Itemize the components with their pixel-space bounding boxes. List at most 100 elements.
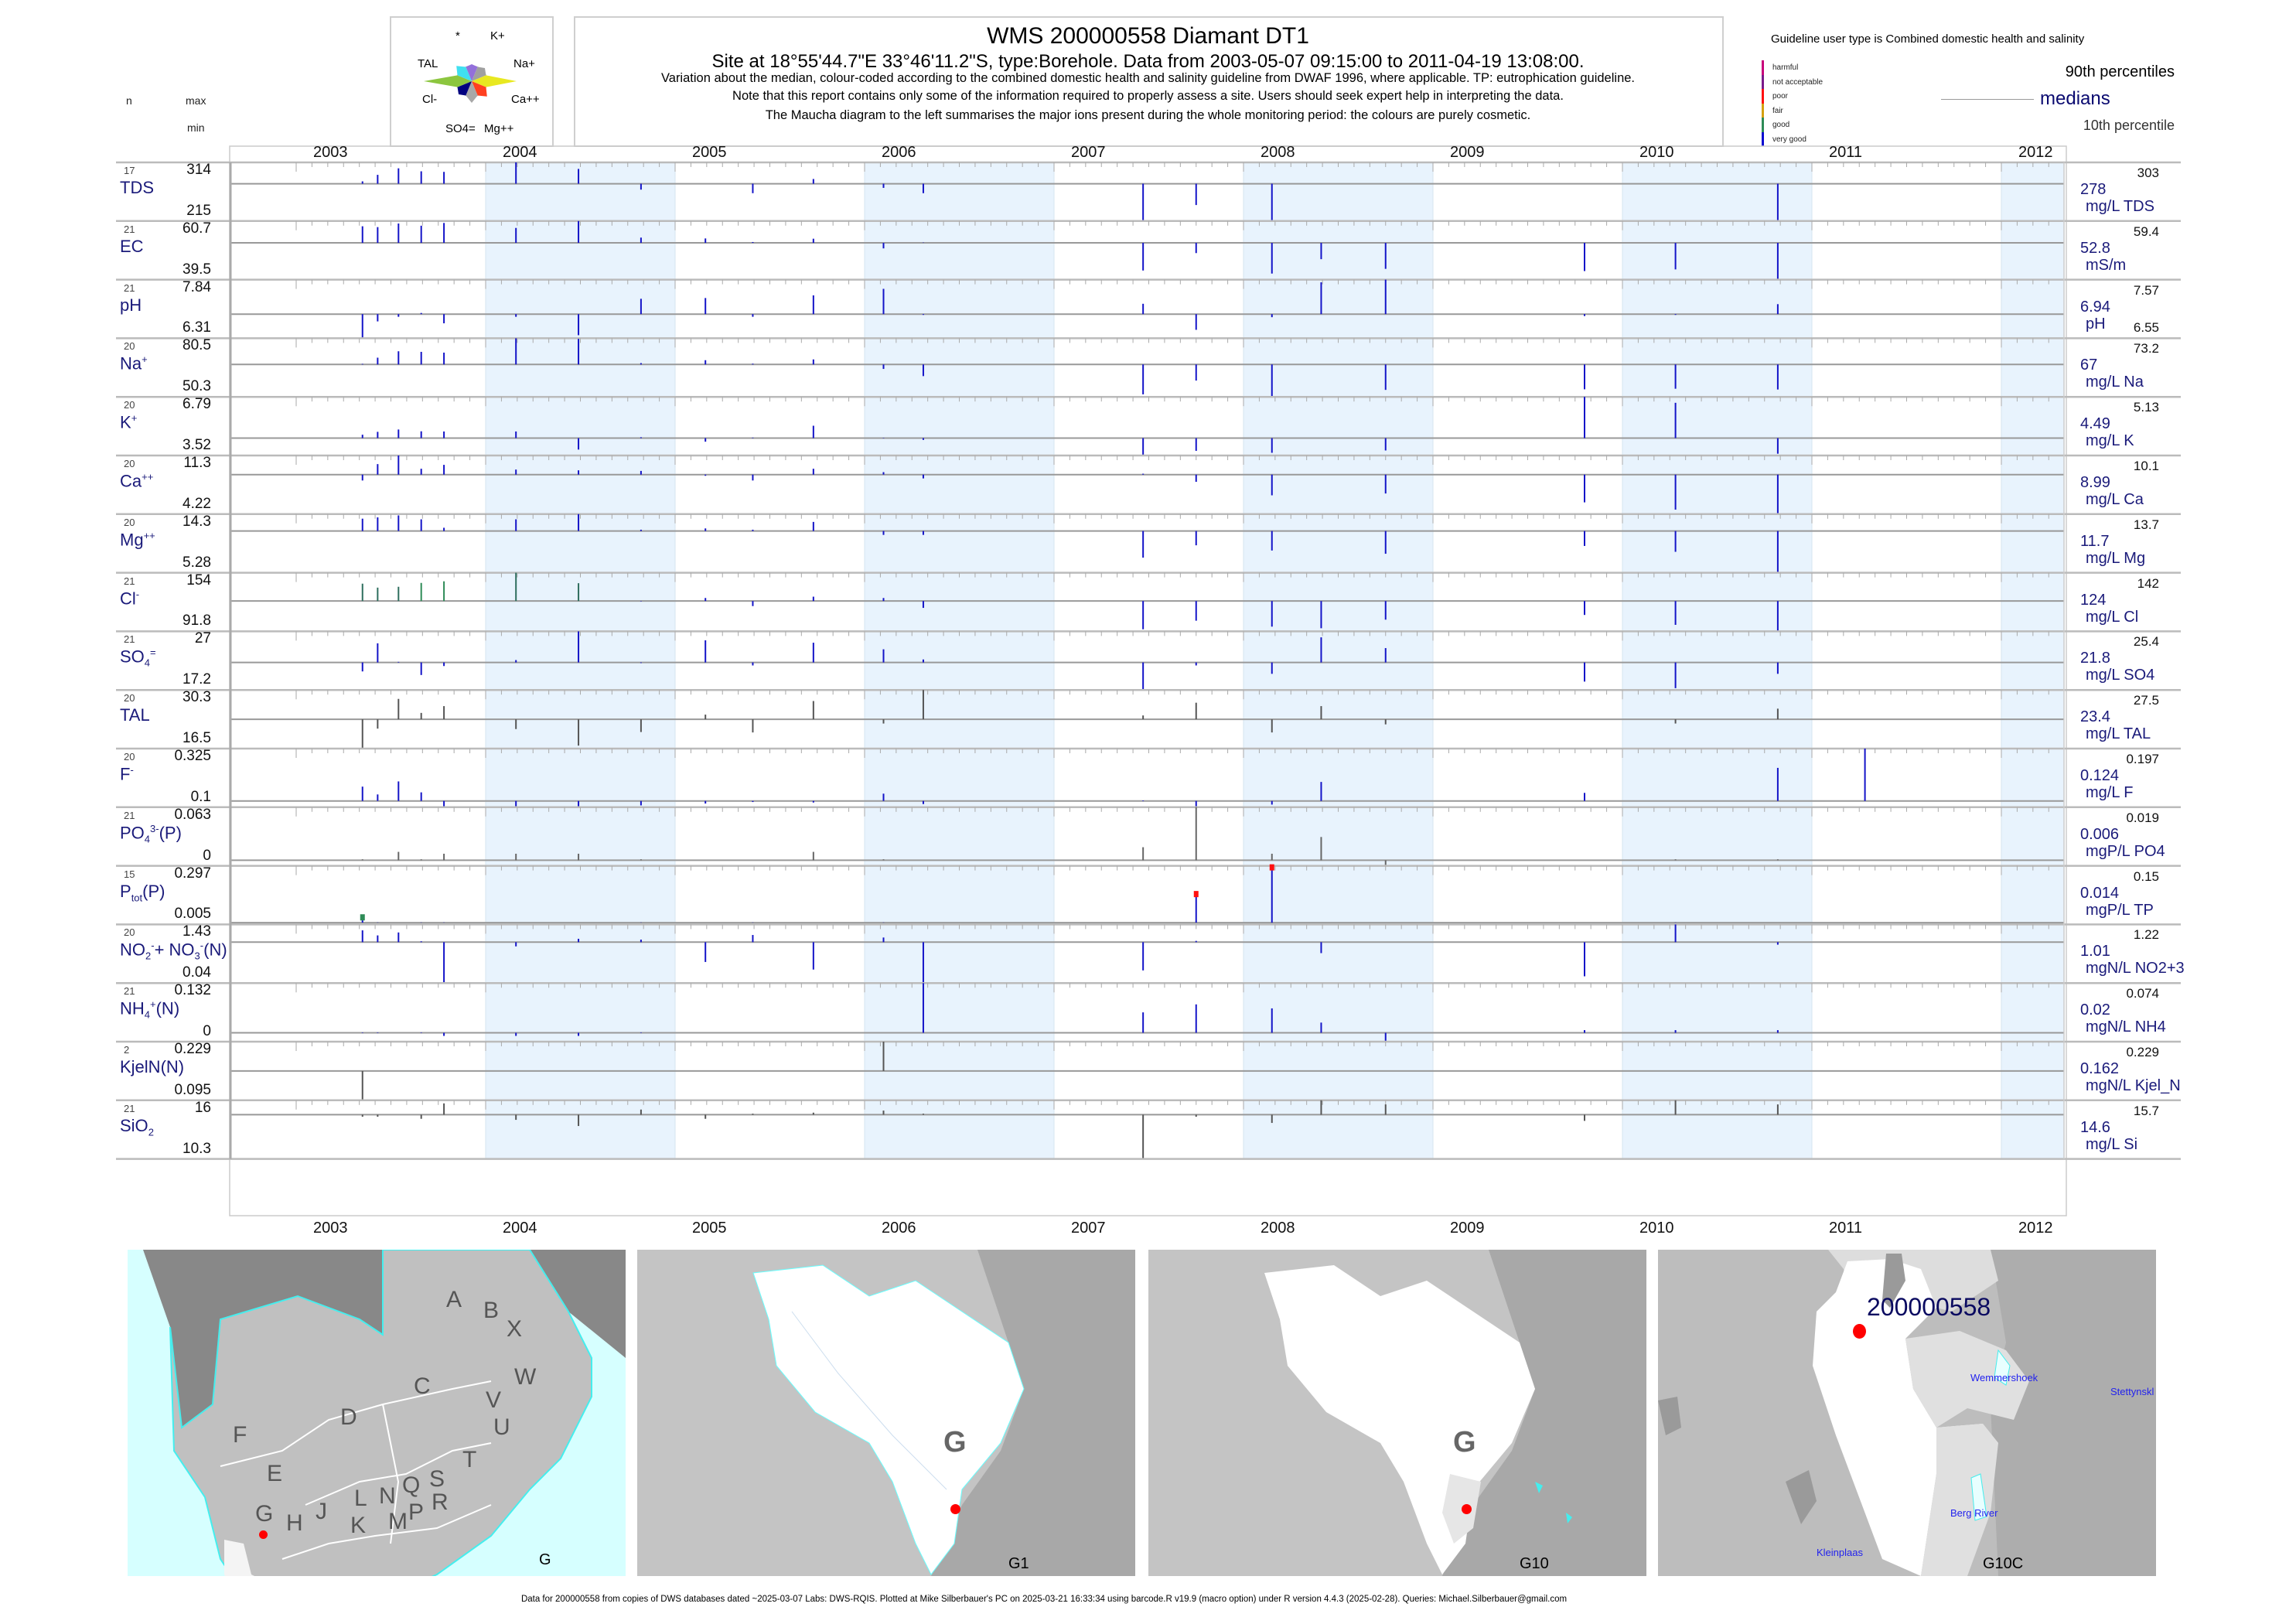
min-value-EC: 39.5 xyxy=(183,261,211,278)
unit-TDS: mg/L TDS xyxy=(2086,198,2154,215)
x-tick-label-bottom: 2005 xyxy=(692,1220,727,1237)
footer-note: Data for 200000558 from copies of DWS da… xyxy=(520,1595,1568,1604)
parameter-label-Ca: Ca++ xyxy=(120,471,153,491)
legend-color-bar xyxy=(1762,131,1764,146)
p90-value-EC: 59.4 xyxy=(2133,223,2159,239)
parameter-label-Kjel_N: KjelN(N) xyxy=(120,1057,184,1077)
x-tick-label-top: 2003 xyxy=(313,144,348,161)
maucha-label: * xyxy=(455,29,460,43)
drainage-region-label: H xyxy=(286,1510,303,1536)
parameter-label-NH4: NH4+(N) xyxy=(120,998,179,1021)
parameter-label-TP: Ptot(P) xyxy=(120,882,165,903)
drainage-region-label: D xyxy=(340,1404,357,1430)
drainage-region-label: W xyxy=(514,1364,537,1390)
map4-caption: G10C xyxy=(1983,1555,2024,1572)
label-part: PO xyxy=(120,823,145,843)
label-part: SO xyxy=(120,647,145,667)
unit-Na: mg/L Na xyxy=(2086,374,2144,391)
maucha-label: Mg++ xyxy=(484,122,514,135)
max-value-PO4: 0.063 xyxy=(174,806,211,823)
label-part: 3 xyxy=(194,950,200,963)
p90-value-SO4: 25.4 xyxy=(2133,634,2159,650)
min-value-Mg: 5.28 xyxy=(183,554,211,571)
maucha-label: K+ xyxy=(490,29,505,43)
x-tick-label-top: 2009 xyxy=(1450,144,1485,161)
max-value-Na: 80.5 xyxy=(183,337,211,354)
p90-value-TP: 0.15 xyxy=(2133,868,2159,884)
label-part: 3- xyxy=(150,822,159,834)
max-value-Ca: 11.3 xyxy=(183,455,211,471)
max-value-pH: 7.84 xyxy=(183,278,211,295)
p90-value-NO2+3: 1.22 xyxy=(2133,927,2159,943)
p90-value-Mg: 13.7 xyxy=(2133,517,2159,532)
site-subtitle: Site at 18°55'44.7"E 33°46'11.2"S, type:… xyxy=(711,51,1585,72)
map-region-g10: G G10 xyxy=(1148,1250,1646,1576)
p90-legend: 90th percentiles xyxy=(2065,63,2175,80)
sample-count-Mg: 20 xyxy=(124,516,135,528)
unit-EC: mS/m xyxy=(2086,256,2127,274)
max-value-Mg: 14.3 xyxy=(183,513,211,530)
sample-count-K: 20 xyxy=(124,399,135,411)
median-value-Mg: 11.7 xyxy=(2080,532,2110,550)
sample-count-Kjel_N: 2 xyxy=(124,1044,130,1056)
median-legend: medians xyxy=(2040,88,2110,109)
label-part: 2 xyxy=(148,1126,154,1138)
x-tick-label-bottom: 2003 xyxy=(313,1220,348,1237)
sample-count-PO4: 21 xyxy=(124,809,135,821)
unit-Cl: mg/L Cl xyxy=(2086,608,2139,626)
p90-value-TDS: 303 xyxy=(2137,165,2159,180)
label-part: + xyxy=(131,412,138,425)
label-part: (P) xyxy=(159,823,182,843)
shaded-year-band xyxy=(864,162,1055,1160)
median-value-TAL: 23.4 xyxy=(2080,708,2110,726)
parameter-label-K: K+ xyxy=(120,412,137,432)
legend-color-bar xyxy=(1762,74,1764,89)
label-part: P xyxy=(120,881,131,901)
label-part: pH xyxy=(120,295,142,315)
description-line-1: Variation about the median, colour-coded… xyxy=(660,71,1636,85)
label-part: + xyxy=(150,998,156,1011)
parameter-label-PO4: PO43-(P) xyxy=(120,823,182,845)
map1-caption: G xyxy=(539,1551,551,1568)
x-tick-label-top: 2010 xyxy=(1639,144,1674,161)
parameter-label-Na: Na+ xyxy=(120,353,148,374)
drainage-region-label: U xyxy=(493,1414,510,1440)
sample-count-NH4: 21 xyxy=(124,985,135,998)
parameter-label-SiO2: SiO2 xyxy=(120,1116,154,1138)
max-value-Cl: 154 xyxy=(186,571,211,589)
legend-label-fair: fair xyxy=(1772,106,1783,115)
min-value-NH4: 0 xyxy=(203,1023,211,1039)
guideline-title: Guideline user type is Combined domestic… xyxy=(1771,32,2085,46)
parameter-label-TAL: TAL xyxy=(120,705,150,725)
label-part: F xyxy=(120,764,131,784)
parameter-label-NO2+3: NO2-+ NO3-(N) xyxy=(120,940,227,962)
label-part: TDS xyxy=(120,178,154,197)
unit-NH4: mgN/L NH4 xyxy=(2086,1018,2166,1036)
label-part: - xyxy=(130,764,134,776)
min-value-TAL: 16.5 xyxy=(183,730,211,746)
label-part: - xyxy=(151,940,155,952)
p90-value-Ca: 10.1 xyxy=(2133,459,2159,473)
label-part: ++ xyxy=(142,471,154,483)
maucha-diagram-box: * K+ Na+ Ca++ Mg++ SO4= Cl- TAL xyxy=(390,16,554,147)
maucha-diagram: * K+ Na+ Ca++ Mg++ SO4= Cl- TAL xyxy=(418,29,540,135)
x-tick-label-bottom: 2009 xyxy=(1450,1220,1485,1237)
label-part: - xyxy=(135,588,140,600)
sample-count-Ca: 20 xyxy=(124,458,135,469)
legend-label-not-acceptable: not acceptable xyxy=(1772,77,1823,87)
map2-region-label: G xyxy=(943,1426,967,1459)
map-quaternary-g10c: 200000558 Wemmershoek Stettynskl Berg Ri… xyxy=(1658,1250,2156,1576)
label-part: KjelN(N) xyxy=(120,1057,185,1076)
page-title: WMS 200000558 Diamant DT1 xyxy=(987,23,1309,49)
place-label-wemmershoek: Wemmershoek xyxy=(1970,1372,2038,1383)
median-value-F: 0.124 xyxy=(2080,767,2120,784)
shaded-year-band xyxy=(1622,162,1813,1160)
x-tick-label-top: 2005 xyxy=(692,144,727,161)
description-line-3: The Maucha diagram to the left summarise… xyxy=(765,108,1531,122)
drainage-region-label: J xyxy=(316,1499,327,1524)
median-legend-line xyxy=(1941,99,2034,100)
guideline-marker xyxy=(360,914,365,921)
maucha-segment xyxy=(472,75,517,87)
maucha-segment xyxy=(456,66,472,81)
